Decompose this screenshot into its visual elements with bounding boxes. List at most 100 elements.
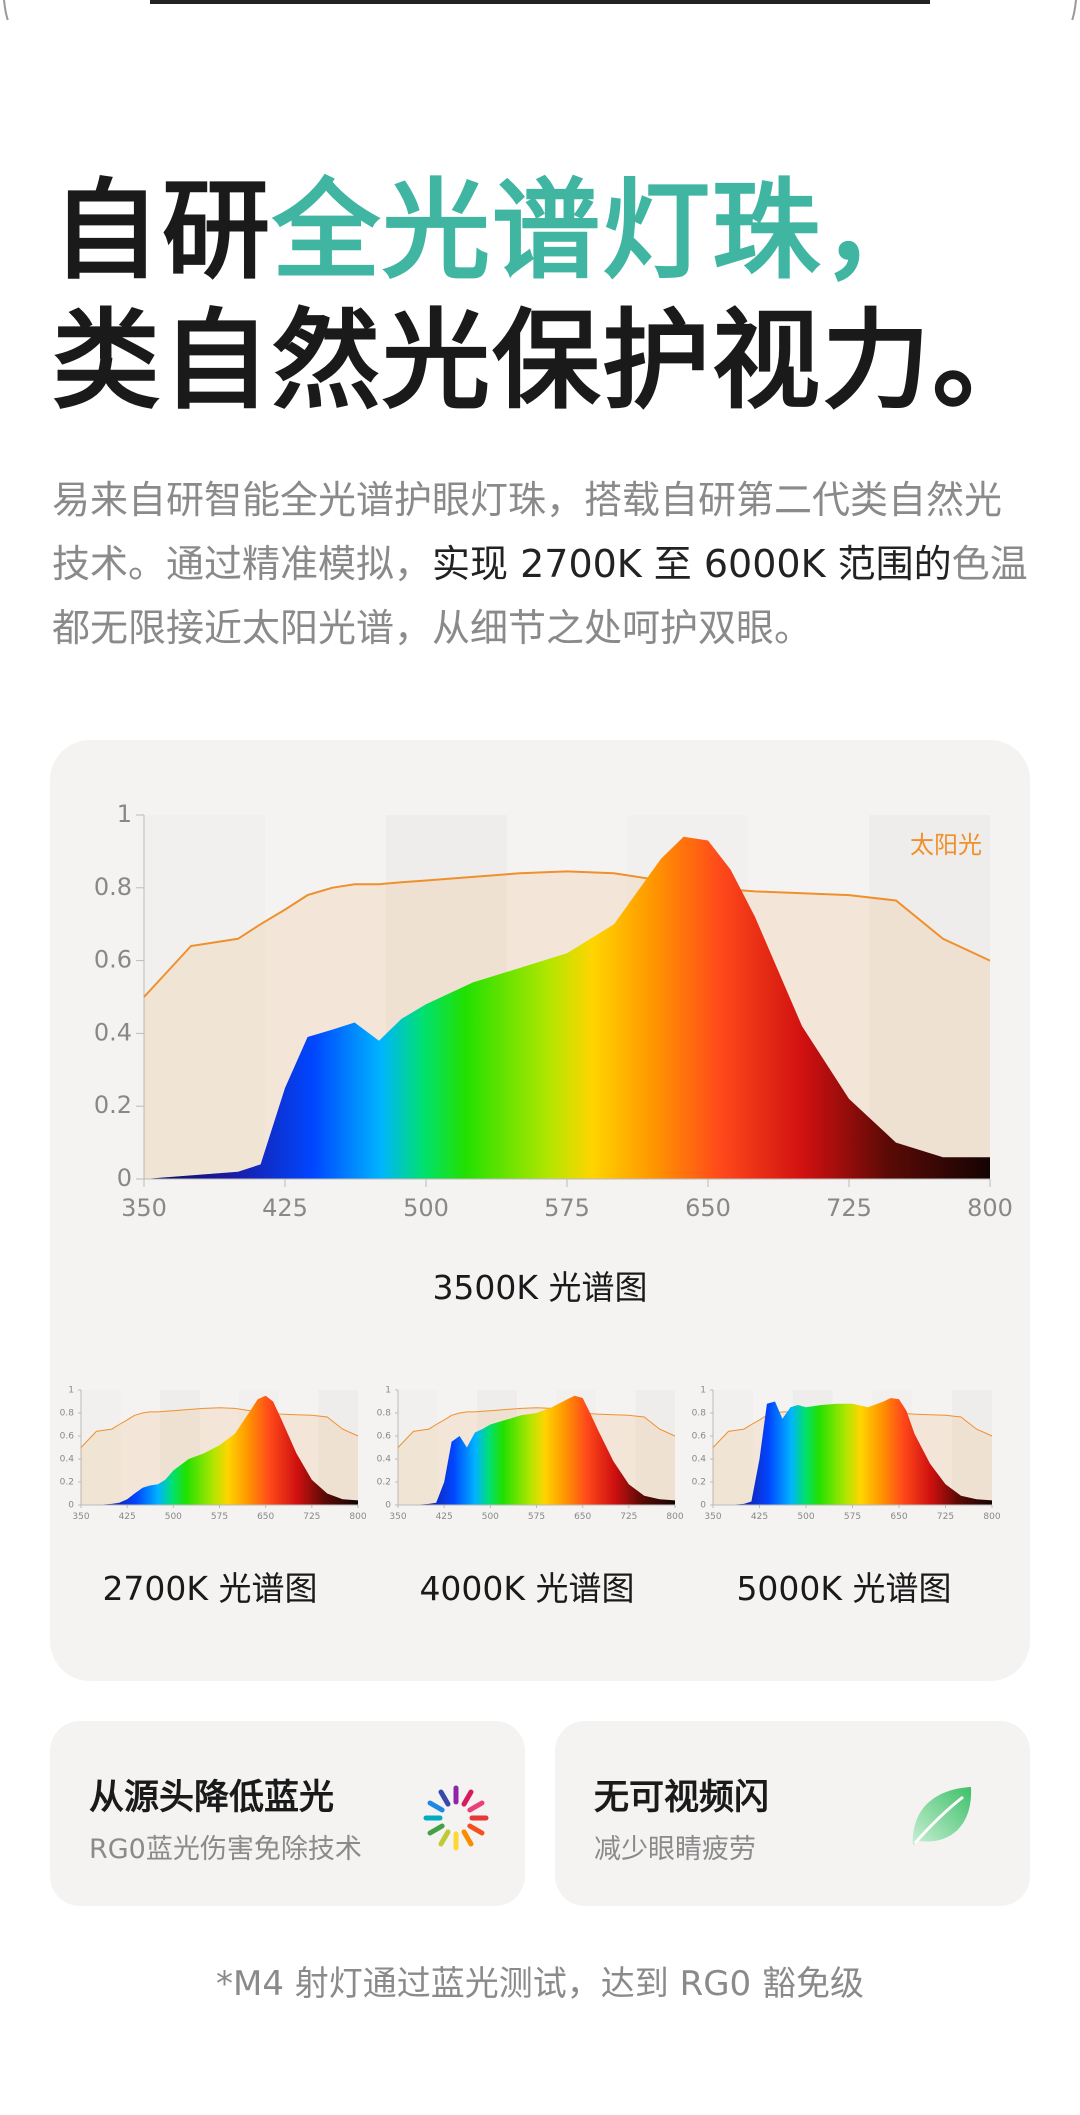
x-tick-label: 500 — [482, 1512, 499, 1522]
y-tick-label: 0.4 — [94, 1018, 132, 1046]
y-tick-label: 0 — [68, 1501, 74, 1511]
y-tick-label: 0 — [117, 1164, 132, 1192]
wheel-spoke — [427, 1800, 445, 1813]
x-tick-label: 800 — [983, 1512, 1000, 1522]
y-tick-label: 0.8 — [692, 1409, 707, 1419]
spectrum-area — [713, 1398, 992, 1505]
y-tick-label: 0.4 — [60, 1455, 75, 1465]
y-tick-label: 0.6 — [94, 946, 132, 974]
wheel-spoke — [438, 1829, 451, 1847]
x-tick-label: 425 — [119, 1512, 136, 1522]
headline-line1: 自研全光谱灯珠， — [52, 167, 932, 297]
headline-text: 自研 — [52, 169, 273, 294]
charts: 0 0.2 0.4 0.6 0.8 1 350 425 500 575 650 725 800 太阳光 35… — [60, 800, 1013, 1608]
description: 易来自研智能全光谱护眼灯珠，搭载自研第二代类自然光技术。通过精准模拟，实现 27… — [52, 468, 1032, 660]
y-tick-label: 0.8 — [94, 873, 132, 901]
x-tick-label: 725 — [303, 1512, 320, 1522]
x-tick-label: 425 — [436, 1512, 453, 1522]
x-tick-label: 350 — [72, 1512, 89, 1522]
y-tick-label: 0.8 — [377, 1409, 392, 1419]
y-tick-label: 1 — [68, 1386, 74, 1396]
reference-line — [397, 1407, 676, 1448]
headline-highlight: 全光谱灯珠， — [272, 169, 933, 294]
spectrum-area — [144, 836, 990, 1179]
y-tick-label: 0 — [700, 1501, 706, 1511]
background-band — [713, 1390, 753, 1505]
x-tick-label: 425 — [751, 1512, 768, 1522]
x-tick-label: 500 — [797, 1512, 814, 1522]
y-tick-label: 0.8 — [60, 1409, 75, 1419]
x-tick-label: 350 — [121, 1194, 167, 1222]
y-tick-label: 0.6 — [692, 1432, 707, 1442]
chart-title: 4000K 光谱图 — [419, 1569, 634, 1608]
y-tick-label: 0.2 — [60, 1478, 74, 1488]
y-tick-label: 0.4 — [692, 1455, 707, 1465]
y-tick-label: 0.6 — [377, 1432, 392, 1442]
feature-title: 从源头降低蓝光 — [89, 1778, 335, 1818]
x-tick-label: 725 — [826, 1194, 872, 1222]
spectrum-area — [398, 1395, 675, 1505]
headline-line2: 类自然光保护视力。 — [52, 299, 1043, 424]
background-band — [635, 1390, 675, 1505]
y-tick-label: 1 — [117, 800, 132, 828]
y-tick-label: 0.4 — [377, 1455, 392, 1465]
color-wheel-icon — [423, 1785, 489, 1851]
y-tick-label: 1 — [385, 1386, 391, 1396]
x-tick-label: 575 — [844, 1512, 861, 1522]
description-emphasis: 实现 2700K 至 6000K 范围的 — [432, 542, 952, 586]
x-tick-label: 350 — [389, 1512, 406, 1522]
wheel-spoke — [467, 1823, 485, 1836]
y-tick-label: 0 — [385, 1501, 391, 1511]
background-band — [318, 1390, 358, 1505]
y-tick-label: 0.2 — [692, 1478, 706, 1488]
background-band — [398, 1390, 438, 1505]
x-tick-label: 650 — [257, 1512, 274, 1522]
x-tick-label: 500 — [403, 1194, 449, 1222]
x-tick-label: 800 — [967, 1194, 1013, 1222]
feature-subtitle: RG0蓝光伤害免除技术 — [89, 1834, 362, 1865]
background-band — [952, 1390, 992, 1505]
y-tick-label: 1 — [700, 1386, 706, 1396]
y-tick-label: 0.2 — [94, 1091, 132, 1119]
x-tick-label: 350 — [704, 1512, 721, 1522]
wheel-spoke — [461, 1829, 474, 1847]
reference-line — [143, 870, 991, 998]
chart-title: 3500K 光谱图 — [432, 1268, 647, 1307]
x-tick-label: 425 — [262, 1194, 308, 1222]
background-band — [81, 1390, 121, 1505]
x-tick-label: 725 — [937, 1512, 954, 1522]
x-tick-label: 500 — [165, 1512, 182, 1522]
x-tick-label: 800 — [349, 1512, 366, 1522]
wheel-spoke — [467, 1800, 485, 1813]
footnote: *M4 射灯通过蓝光测试，达到 RG0 豁免级 — [216, 1964, 864, 2004]
x-tick-label: 575 — [544, 1194, 590, 1222]
background-band — [144, 815, 265, 1179]
legend-label: 太阳光 — [910, 831, 982, 859]
x-tick-label: 800 — [666, 1512, 683, 1522]
x-tick-label: 650 — [890, 1512, 907, 1522]
chart-title: 2700K 光谱图 — [102, 1569, 317, 1608]
description-text: 易来自研智能全光谱护眼灯珠，搭载自研第二代类自然光技术。通过精准模拟， — [52, 478, 1003, 586]
x-tick-label: 650 — [574, 1512, 591, 1522]
feature-card: 从源头降低蓝光 RG0蓝光伤害免除技术 — [50, 1721, 525, 1906]
leaf-icon — [912, 1787, 972, 1845]
y-tick-label: 0.2 — [377, 1478, 391, 1488]
wheel-spoke — [438, 1789, 451, 1807]
top-decoration — [3, 0, 1077, 20]
x-tick-label: 575 — [528, 1512, 545, 1522]
y-tick-label: 0.6 — [60, 1432, 75, 1442]
spectrum-area — [81, 1395, 358, 1505]
x-tick-label: 575 — [211, 1512, 228, 1522]
x-tick-label: 650 — [685, 1194, 731, 1222]
feature-subtitle: 减少眼睛疲劳 — [594, 1834, 756, 1865]
wheel-spoke — [461, 1789, 474, 1807]
wheel-spoke — [427, 1823, 445, 1836]
feature-title: 无可视频闪 — [594, 1778, 770, 1818]
reference-line — [80, 1407, 359, 1448]
x-tick-label: 725 — [620, 1512, 637, 1522]
description-text: 色温都无限接近太阳光谱，从细节之处呵护双眼。 — [52, 542, 1028, 650]
chart-title: 5000K 光谱图 — [736, 1569, 951, 1608]
background-band — [869, 815, 990, 1179]
feature-card: 无可视频闪 减少眼睛疲劳 — [555, 1721, 1030, 1906]
